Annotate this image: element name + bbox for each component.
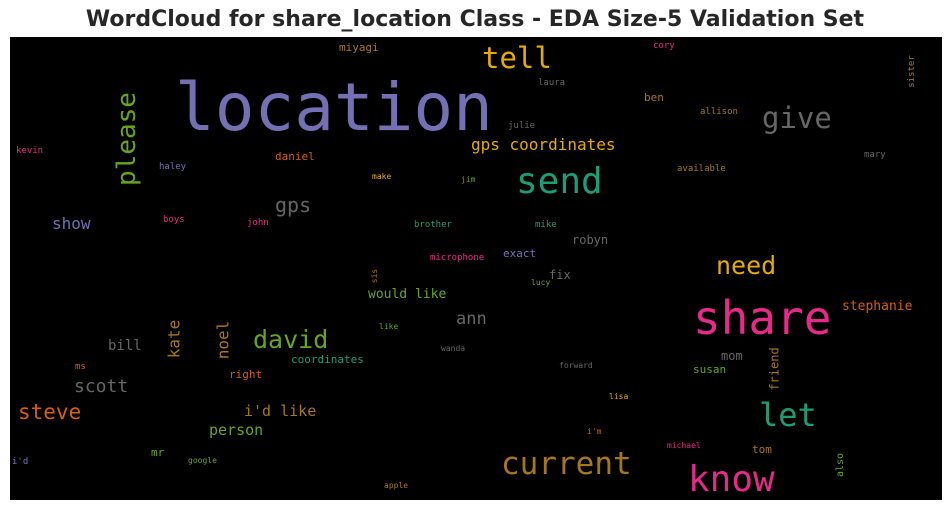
word-bill: bill [108, 338, 142, 354]
word-location: location [175, 69, 493, 146]
word-like: like [379, 322, 399, 331]
word-make: make [372, 172, 392, 181]
word-kevin: kevin [16, 146, 44, 156]
word-right: right [229, 368, 263, 381]
word-gps-coordinates: gps coordinates [471, 135, 616, 154]
word-ms: ms [75, 362, 86, 372]
word-ben: ben [644, 91, 664, 104]
word-michael: michael [667, 441, 701, 450]
word-google: google [188, 456, 217, 465]
word-susan: susan [693, 363, 727, 376]
word-robyn: robyn [572, 233, 609, 247]
word-lisa: lisa [609, 392, 629, 401]
word-would-like: would like [368, 287, 447, 302]
word-noel: noel [212, 320, 232, 359]
word-daniel: daniel [275, 150, 315, 163]
word-tell: tell [482, 41, 552, 75]
word-miyagi: miyagi [339, 41, 379, 54]
word-fix: fix [549, 268, 571, 282]
word-friend: friend [767, 346, 782, 391]
word-i-m: i'm [587, 427, 602, 436]
word-share: share [693, 291, 832, 345]
word-tom: tom [752, 443, 772, 456]
word-steve: steve [18, 400, 82, 424]
word-sister: sister [906, 55, 917, 88]
word-wanda: wanda [441, 344, 466, 353]
word-show: show [52, 214, 91, 233]
wordcloud-canvas: location share know current send let give tell p… [10, 37, 942, 500]
word-brother: brother [414, 220, 452, 230]
word-person: person [209, 421, 264, 439]
word-john: john [247, 218, 269, 228]
word-sis: sis [370, 268, 380, 284]
word-haley: haley [159, 162, 187, 172]
word-mom: mom [721, 349, 743, 363]
word-boys: boys [163, 215, 185, 225]
word-gps: gps [275, 193, 312, 217]
word-julie: julie [508, 121, 536, 131]
word-send: send [516, 161, 603, 202]
chart-title: WordCloud for share_location Class - EDA… [85, 7, 865, 32]
word-apple: apple [384, 481, 409, 490]
word-jim: jim [461, 175, 476, 184]
word-current: current [501, 446, 632, 482]
word-i-d: i'd [12, 457, 29, 467]
word-please: please [111, 92, 142, 186]
word-available: available [677, 164, 726, 174]
word-coordinates: coordinates [291, 353, 364, 366]
word-laura: laura [538, 78, 566, 88]
word-mr: mr [151, 446, 165, 459]
word-mary: mary [864, 150, 886, 160]
word-ann: ann [456, 309, 487, 329]
word-lucy: lucy [531, 278, 551, 287]
word-forward: forward [559, 361, 593, 370]
word-i-d-like: i'd like [244, 402, 317, 420]
word-allison: allison [700, 107, 738, 117]
word-microphone: microphone [430, 253, 485, 263]
word-let: let [759, 396, 817, 434]
word-give: give [762, 101, 832, 135]
word-david: david [253, 325, 329, 354]
word-exact: exact [503, 247, 537, 260]
word-know: know [688, 459, 775, 500]
word-cory: cory [653, 41, 675, 51]
word-scott: scott [74, 376, 129, 397]
word-need: need [716, 251, 777, 280]
word-kate: kate [163, 319, 183, 358]
word-mike: mike [535, 220, 557, 230]
word-also: also [835, 452, 847, 478]
word-stephanie: stephanie [842, 299, 913, 314]
